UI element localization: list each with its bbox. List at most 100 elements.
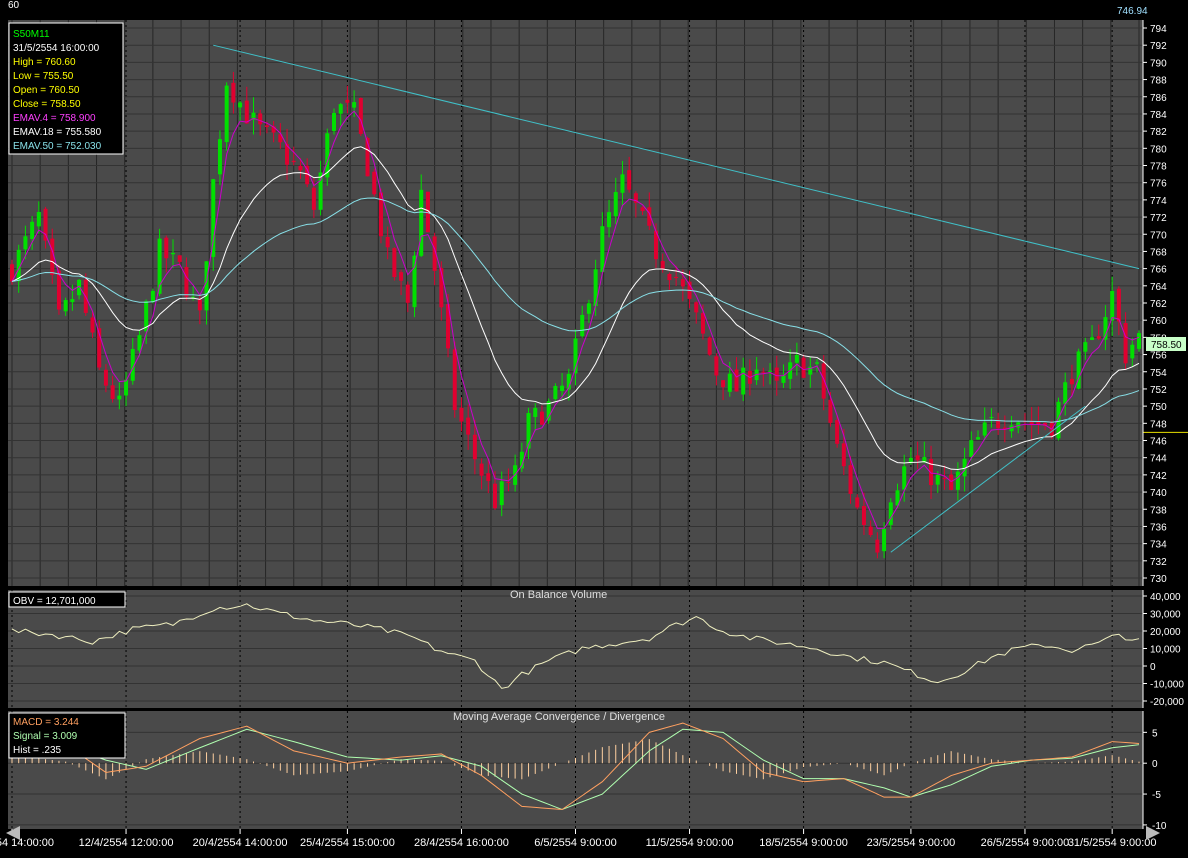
- candle-body: [157, 238, 162, 294]
- candle-body: [815, 362, 819, 364]
- candle-body: [553, 385, 558, 400]
- macd-line: [11, 722, 1140, 810]
- candle-body: [70, 299, 75, 303]
- scroll-left-icon[interactable]: [6, 826, 20, 840]
- candle-body: [989, 417, 994, 419]
- macd-tick-label: -10: [1152, 821, 1167, 832]
- candle-body: [996, 419, 1001, 429]
- obv-title: On Balance Volume: [510, 589, 607, 601]
- y-tick-label: 784: [1150, 110, 1167, 121]
- candle-body: [1116, 288, 1121, 322]
- candle-body: [700, 313, 705, 334]
- candle-body: [144, 301, 149, 332]
- candle-body: [124, 379, 129, 396]
- candle-body: [654, 230, 658, 260]
- candle-body: [472, 434, 477, 460]
- x-tick-label: 18/5/2554 9:00:00: [759, 837, 848, 849]
- obv-tick-label: -20,000: [1150, 697, 1184, 708]
- candle-body: [56, 270, 61, 310]
- candle-body: [325, 133, 330, 178]
- candle-body: [238, 102, 243, 108]
- candle-body: [23, 236, 28, 250]
- y-tick-label: 744: [1150, 454, 1167, 465]
- y-tick-label: 752: [1150, 385, 1167, 396]
- candle-body: [352, 102, 357, 108]
- candle-body: [620, 174, 625, 193]
- candle-body: [875, 539, 880, 553]
- y-tick-label: 738: [1150, 505, 1167, 516]
- candle-body: [680, 279, 685, 287]
- candle-body: [694, 302, 699, 313]
- info-datetime: 31/5/2554 16:00:00: [13, 43, 100, 54]
- info-ema4: EMAV.4 = 758.900: [13, 113, 96, 124]
- y-tick-label: 746: [1150, 437, 1167, 448]
- y-tick-label: 762: [1150, 299, 1167, 310]
- candle-body: [251, 112, 256, 120]
- y-tick-label: 782: [1150, 127, 1167, 138]
- macd-tick-label: -5: [1152, 790, 1161, 801]
- candle-body: [311, 187, 316, 210]
- candle-body: [627, 170, 632, 190]
- candle-body: [741, 367, 746, 395]
- candle-body: [345, 99, 350, 103]
- info-high: High = 760.60: [13, 57, 76, 68]
- candle-body: [660, 261, 665, 270]
- info-box: [8, 22, 124, 155]
- candle-body: [50, 238, 55, 275]
- macd-marks: [11, 722, 1140, 811]
- candle-body: [318, 172, 323, 210]
- candle-body: [607, 212, 612, 228]
- candle-body: [949, 474, 954, 490]
- y-tick-label: 776: [1150, 179, 1167, 190]
- signal-value: Signal = 3.009: [13, 731, 78, 742]
- candle-body: [1123, 323, 1128, 364]
- candle-body: [466, 417, 471, 435]
- candle-body: [1103, 317, 1108, 340]
- scroll-right-icon[interactable]: [1146, 826, 1160, 840]
- macd-panel[interactable]: [8, 711, 1143, 829]
- hist-value: Hist = .235: [13, 745, 62, 756]
- candle-body: [801, 357, 806, 378]
- trendline: [890, 405, 1086, 553]
- candle-body: [734, 369, 739, 392]
- obv-tick-label: 30,000: [1150, 610, 1181, 621]
- candle-body: [486, 473, 491, 481]
- candle-body: [1096, 336, 1101, 339]
- y-tick-label: 778: [1150, 162, 1167, 173]
- candle-body: [191, 296, 196, 298]
- candle-body: [868, 526, 873, 536]
- candle-body: [1069, 378, 1074, 385]
- y-tick-label: 750: [1150, 402, 1167, 413]
- candle-body: [841, 443, 846, 467]
- y-tick-label: 770: [1150, 230, 1167, 241]
- obv-tick-label: -10,000: [1150, 680, 1184, 691]
- info-close: Close = 758.50: [13, 99, 81, 110]
- candle-body: [338, 104, 343, 114]
- candle-body: [794, 355, 799, 363]
- candle-body: [1043, 422, 1048, 426]
- candle-body: [1016, 422, 1021, 428]
- candle-body: [439, 268, 444, 308]
- candle-body: [613, 192, 618, 217]
- info-low: Low = 755.50: [13, 71, 74, 82]
- candle-body: [721, 380, 726, 388]
- candle-body: [90, 317, 95, 333]
- y-tick-label: 764: [1150, 282, 1167, 293]
- candle-body: [774, 367, 779, 381]
- candle-body: [372, 171, 377, 195]
- candle-body: [808, 366, 813, 375]
- candle-body: [902, 466, 907, 490]
- candle-body: [177, 255, 182, 262]
- macd-value: MACD = 3.244: [13, 717, 79, 728]
- candle-body: [835, 420, 840, 444]
- corner-label: 60: [8, 0, 20, 11]
- candle-body: [204, 261, 209, 311]
- candle-body: [271, 126, 276, 133]
- candle-body: [30, 221, 35, 239]
- candle-body: [573, 338, 578, 374]
- y-tick-label: 760: [1150, 316, 1167, 327]
- info-ema18: EMAV.18 = 755.580: [13, 127, 102, 138]
- candle-body: [707, 337, 712, 355]
- candle-body: [929, 459, 934, 486]
